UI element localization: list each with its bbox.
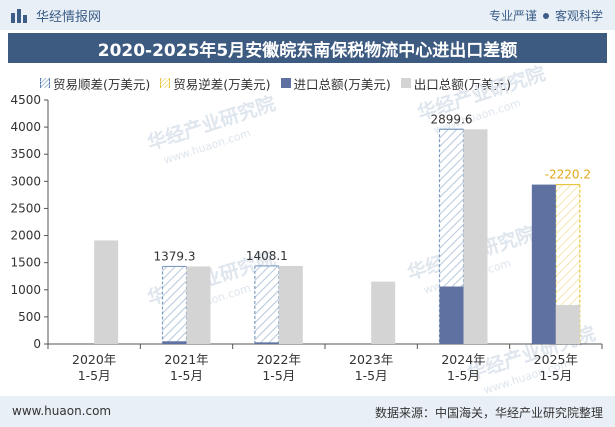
export-bar	[278, 265, 303, 344]
footer-bar: www.huaon.com 数据来源：中国海关，华经产业研究院整理	[0, 396, 615, 427]
footer-source: 数据来源：中国海关，华经产业研究院整理	[374, 406, 603, 420]
x-tick-label: 1-5月	[355, 368, 388, 383]
legend-item-import: 进口总额(万美元)	[280, 74, 391, 93]
x-tick-label: 2020年	[72, 352, 116, 367]
header-bar: 华经情报网 专业严谨 客观科学	[0, 0, 615, 30]
x-tick-label: 2024年	[441, 352, 485, 367]
y-tick-label: 4000	[10, 120, 41, 134]
y-tick-label: 0	[33, 337, 41, 351]
import-bar	[254, 342, 279, 344]
y-tick-label: 500	[18, 310, 41, 324]
legend-swatch-surplus	[40, 78, 50, 88]
x-tick-label: 1-5月	[539, 368, 572, 383]
tagline: 专业严谨 客观科学	[489, 7, 603, 24]
legend-item-export: 出口总额(万美元)	[400, 74, 512, 93]
x-tick-label: 1-5月	[447, 368, 480, 383]
y-tick-label: 1000	[10, 283, 41, 297]
brand-logo-icon	[11, 9, 27, 23]
y-tick-label: 2500	[10, 201, 41, 215]
x-tick-label: 1-5月	[170, 368, 203, 383]
x-tick-label: 1-5月	[262, 368, 295, 383]
brand: 华经情报网	[10, 6, 102, 25]
x-tick-label: 2023年	[349, 352, 393, 367]
watermark-layer: 华经产业研究院www.huaon.com华经产业研究院www.huaon.com…	[144, 62, 598, 397]
y-tick-label: 4500	[10, 93, 41, 107]
tagline-left: 专业严谨	[488, 9, 537, 23]
export-bar	[186, 266, 211, 344]
surplus-bar	[254, 265, 279, 344]
legend-label-surplus: 贸易顺差(万美元)	[53, 76, 151, 92]
surplus-label: 1408.1	[246, 249, 288, 263]
import-bar	[531, 184, 556, 344]
x-tick-label: 1-5月	[78, 368, 111, 383]
legend-label-deficit: 贸易逆差(万美元)	[173, 76, 271, 92]
legend-label-export: 出口总额(万美元)	[413, 76, 512, 92]
x-tick-label: 2022年	[257, 352, 301, 367]
surplus-bar	[162, 266, 187, 344]
chart-legend: 贸易顺差(万美元) 贸易逆差(万美元) 进口总额(万美元) 出口总额(万美元)	[40, 74, 511, 92]
export-bar	[371, 281, 396, 344]
y-tick-label: 3000	[10, 174, 41, 188]
legend-swatch-export	[400, 78, 411, 88]
x-tick-label: 2025年	[534, 352, 578, 367]
y-tick-label: 3500	[10, 147, 41, 161]
legend-swatch-import	[280, 78, 291, 88]
footer-url: www.huaon.com	[12, 404, 112, 418]
surplus-label: 2899.6	[431, 112, 473, 126]
legend-swatch-deficit	[160, 78, 171, 88]
chart-title: 2020-2025年5月安徽皖东南保税物流中心进出口差额	[8, 33, 607, 63]
chart-bars	[94, 128, 581, 344]
legend-item-deficit: 贸易逆差(万美元)	[160, 74, 271, 93]
y-tick-label: 2000	[10, 229, 41, 243]
import-bar	[439, 286, 464, 344]
export-bar	[555, 304, 580, 344]
import-bar	[162, 341, 187, 344]
tagline-dot-icon	[542, 12, 549, 19]
export-bar	[94, 240, 119, 344]
deficit-label: -2220.2	[545, 168, 591, 182]
brand-name: 华经情报网	[36, 9, 102, 25]
export-bar	[463, 129, 488, 344]
legend-label-import: 进口总额(万美元)	[293, 76, 391, 92]
chart-labels: 2020年1-5月1379.32021年1-5月1408.12022年1-5月2…	[72, 112, 591, 383]
legend-item-surplus: 贸易顺差(万美元)	[40, 74, 150, 93]
x-tick-label: 2021年	[164, 352, 208, 367]
y-tick-label: 1500	[10, 256, 41, 270]
chart-axes: 0 500 1000 1500 2000 2500 3000 3500 4000 4500	[10, 93, 603, 351]
surplus-label: 1379.3	[154, 249, 196, 263]
tagline-right: 客观科学	[554, 9, 603, 23]
